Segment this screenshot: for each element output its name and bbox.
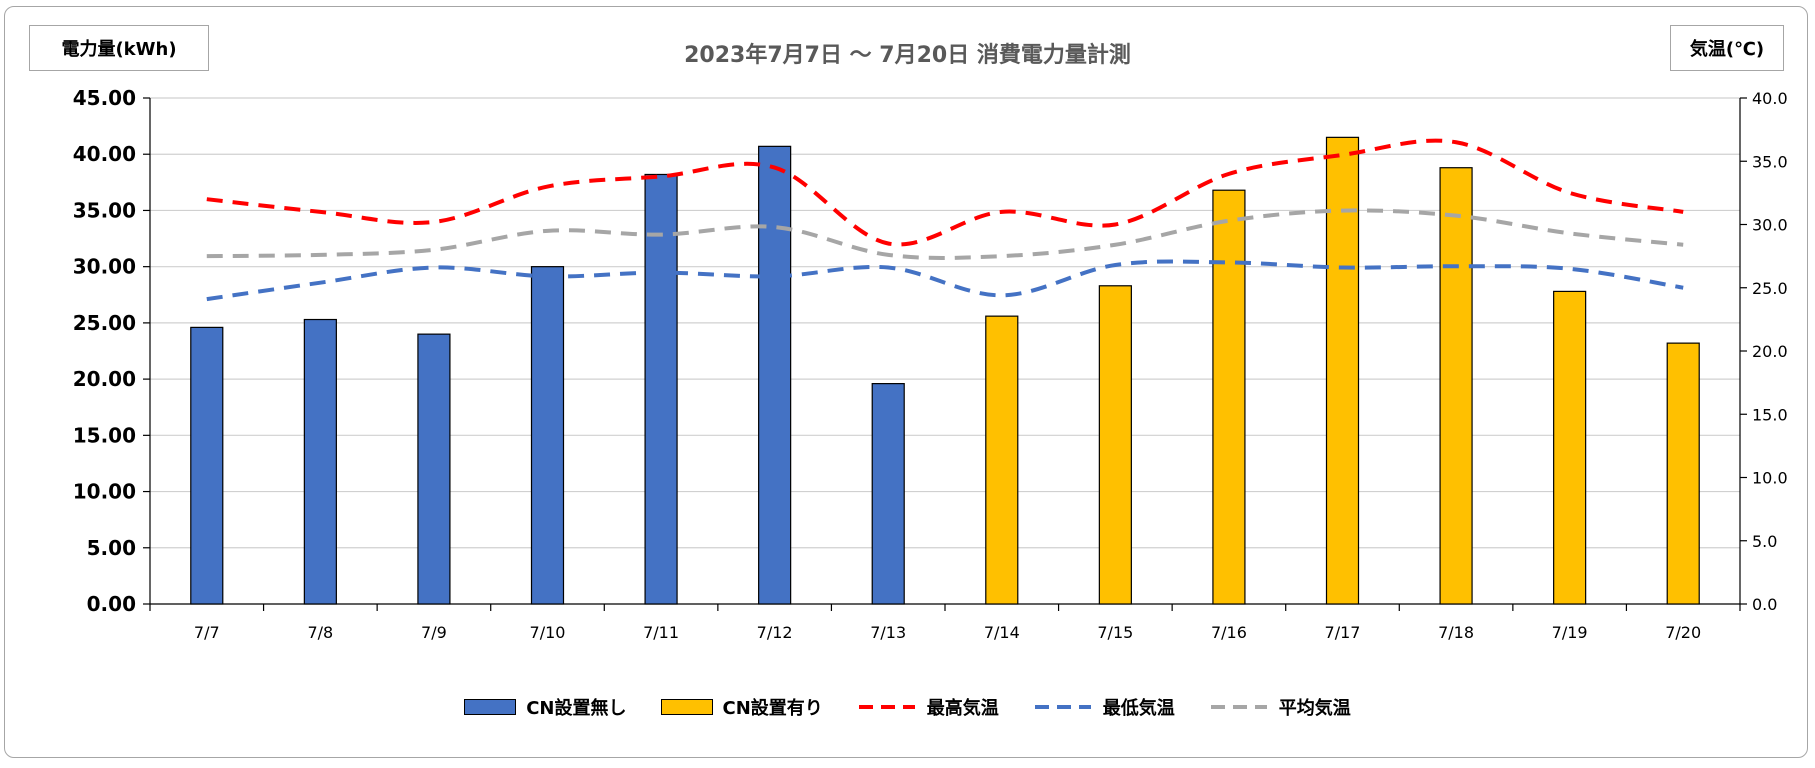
legend: CN設置無し CN設置有り 最高気温 最低気温 平均気温 [0, 694, 1815, 720]
left-axis-tick-label: 40.00 [73, 142, 136, 166]
bar-with-cn [1553, 290, 1587, 605]
legend-swatch-max-temp [858, 705, 915, 709]
right-axis-tick-label: 30.0 [1752, 216, 1788, 235]
right-axis-tick-label: 0.0 [1752, 595, 1777, 614]
x-axis-tick-label: 7/12 [757, 623, 793, 642]
left-axis-tick-label: 10.00 [73, 480, 136, 504]
left-axis-tick-label: 5.00 [87, 536, 136, 560]
bar-no-cn [644, 173, 678, 605]
left-axis-unit-label: 電力量(kWh) [29, 25, 209, 71]
left-axis-tick-label: 15.00 [73, 423, 136, 447]
bar-no-cn [530, 266, 565, 605]
legend-label-max-temp: 最高気温 [926, 698, 999, 719]
legend-item-no-cn: CN設置無し [464, 694, 627, 720]
x-axis-tick-label: 7/8 [307, 623, 333, 642]
x-axis-tick-label: 7/15 [1097, 623, 1133, 642]
right-axis-tick-label: 15.0 [1752, 405, 1788, 424]
x-axis-tick-label: 7/17 [1325, 623, 1361, 642]
bar-with-cn [1212, 189, 1246, 605]
plot-area: 0.00 5.00 10.00 15.00 20.00 25.00 30.00 35.00 40… [73, 86, 1788, 642]
left-axis-tick-label: 35.00 [73, 198, 136, 222]
legend-swatch-avg-temp [1210, 705, 1267, 709]
legend-label-min-temp: 最低気温 [1102, 698, 1175, 719]
x-axis-tick-label: 7/18 [1438, 623, 1474, 642]
bar-no-cn [758, 145, 792, 605]
right-axis-unit-label: 気温(℃) [1670, 25, 1784, 71]
right-axis-tick-label: 5.0 [1752, 532, 1777, 551]
line-min-temp [206, 259, 1684, 302]
x-axis-tick-label: 7/14 [984, 623, 1020, 642]
left-axis-tick-label: 20.00 [73, 367, 136, 391]
left-axis-tick-label: 0.00 [87, 592, 136, 616]
legend-item-with-cn: CN設置有り [660, 694, 823, 720]
x-axis-tick-label: 7/11 [643, 623, 679, 642]
bar-with-cn [1098, 285, 1132, 605]
legend-swatch-with-cn [660, 699, 713, 715]
x-axis-tick-label: 7/13 [870, 623, 906, 642]
x-axis-tick-label: 7/9 [421, 623, 447, 642]
bar-no-cn [417, 333, 451, 605]
right-axis-tick-label: 40.0 [1752, 89, 1788, 108]
bar-no-cn [303, 318, 337, 605]
bar-with-cn [1325, 136, 1360, 605]
left-axis-tick-label: 45.00 [73, 86, 136, 110]
x-axis-tick-label: 7/16 [1211, 623, 1247, 642]
legend-swatch-min-temp [1034, 705, 1091, 709]
legend-item-avg-temp: 平均気温 [1209, 694, 1351, 720]
legend-item-min-temp: 最低気温 [1033, 694, 1175, 720]
right-axis-tick-label: 25.0 [1752, 279, 1788, 298]
legend-item-max-temp: 最高気温 [857, 694, 999, 720]
x-axis-tick-label: 7/20 [1665, 623, 1701, 642]
chart-title: 2023年7月7日 ～ 7月20日 消費電力量計測 [684, 43, 1131, 68]
line-max-temp [206, 138, 1684, 247]
right-axis-tick-label: 20.0 [1752, 342, 1788, 361]
x-axis-tick-label: 7/10 [530, 623, 566, 642]
line-avg-temp [206, 208, 1684, 260]
legend-label-avg-temp: 平均気温 [1278, 698, 1351, 719]
bar-with-cn [1666, 342, 1700, 605]
bar-no-cn [871, 383, 905, 605]
right-axis-tick-label: 10.0 [1752, 469, 1788, 488]
left-axis-tick-label: 30.00 [73, 255, 136, 279]
legend-swatch-no-cn [464, 699, 517, 715]
right-axis-tick-label: 35.0 [1752, 152, 1788, 171]
legend-label-no-cn: CN設置無し [526, 698, 627, 719]
left-axis-tick-label: 25.00 [73, 311, 136, 335]
x-axis-tick-label: 7/7 [194, 623, 220, 642]
bar-with-cn [985, 315, 1019, 605]
bar-with-cn [1439, 167, 1473, 605]
bar-no-cn [190, 326, 224, 605]
legend-label-with-cn: CN設置有り [722, 698, 823, 719]
x-axis-tick-label: 7/19 [1552, 623, 1588, 642]
